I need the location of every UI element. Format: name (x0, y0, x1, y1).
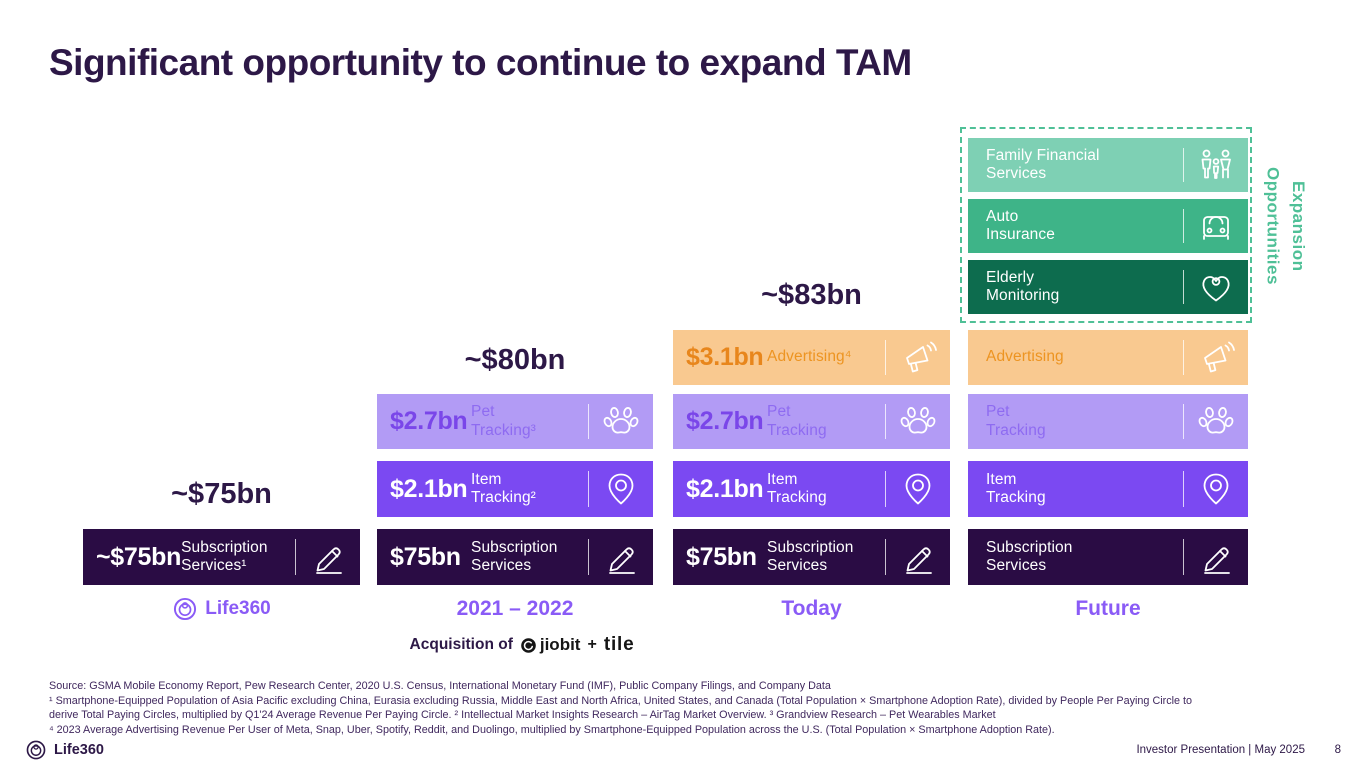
bar-item: Item Tracking (968, 461, 1248, 517)
bar-advertising: $3.1bn Advertising⁴ (673, 330, 950, 385)
bar-label: Pet Tracking (767, 403, 827, 439)
bar-divider (1183, 339, 1184, 376)
bar-value: $2.1bn (390, 474, 468, 503)
bar-divider (885, 471, 886, 507)
bar-value: $3.1bn (686, 343, 764, 371)
bar-label: Advertising⁴ (767, 348, 852, 366)
bar-family: Family Financial Services (968, 138, 1248, 192)
bar-divider (1183, 403, 1184, 440)
tile-wordmark: tile (603, 634, 635, 655)
bar-label: Family Financial Services (986, 146, 1100, 182)
bar-value: $2.7bn (390, 407, 468, 435)
bar-label: Subscription Services (986, 538, 1073, 574)
life360-footer-logo: Life360 (25, 739, 104, 761)
page-number: 8 (1334, 744, 1341, 756)
bar-auto: Auto Insurance (968, 199, 1248, 253)
footnotes: Source: GSMA Mobile Economy Report, Pew … (49, 679, 1319, 738)
bar-divider (1183, 269, 1184, 305)
bar-value: $75bn (390, 542, 461, 571)
bar-label: Subscription Services¹ (181, 538, 268, 574)
bar-label: Item Tracking (767, 470, 827, 506)
bar-divider (1183, 539, 1184, 575)
bar-label: Auto Insurance (986, 207, 1055, 243)
column-label: Future (1075, 597, 1141, 620)
paw-icon (589, 402, 653, 442)
bar-pet: $2.7bn Pet Tracking (673, 394, 950, 449)
bar-divider (1183, 471, 1184, 507)
bar-pet: $2.7bn Pet Tracking³ (377, 394, 653, 449)
pin-icon (589, 469, 653, 509)
pen-icon (1184, 537, 1248, 577)
footnote-line: Source: GSMA Mobile Economy Report, Pew … (49, 680, 831, 692)
life360-wordmark: Life360 (205, 598, 271, 619)
pen-icon (589, 537, 653, 577)
column-total: ~$80bn (464, 344, 566, 376)
footnote-line: ⁴ 2023 Average Advertising Revenue Per U… (49, 724, 1055, 737)
bar-label: Subscription Services (471, 538, 558, 574)
bar-label: Pet Tracking (986, 403, 1046, 439)
bar-subscription: $75bn Subscription Services (673, 529, 950, 585)
footnote-line: ¹ Smartphone-Equipped Population of Asia… (49, 694, 1193, 707)
paw-icon (1184, 402, 1248, 442)
acquisition-prefix: Acquisition of (409, 636, 513, 653)
bar-value: ~$75bn (96, 542, 182, 571)
bar-subscription: $75bn Subscription Services (377, 529, 653, 585)
jiobit-mark-icon (521, 637, 536, 653)
bar-label: Elderly Monitoring (986, 268, 1060, 304)
acquisition-note: Acquisition of jiobit + tile (377, 634, 667, 656)
bar-elderly: Elderly Monitoring (968, 260, 1248, 314)
expansion-opportunities-box (960, 127, 1252, 323)
bar-label: Item Tracking² (471, 470, 536, 506)
bar-label: Subscription Services (767, 538, 854, 574)
slide-footer: Life360 Investor Presentation | May 2025… (0, 736, 1365, 768)
bar-divider (1183, 208, 1184, 244)
bar-divider (885, 539, 886, 575)
paw-icon (886, 402, 950, 442)
jiobit-logo: jiobit (520, 635, 581, 655)
bar-value: $2.1bn (686, 474, 764, 503)
megaphone-icon (886, 338, 950, 378)
bar-subscription: ~$75bn Subscription Services¹ (83, 529, 360, 585)
heart-loop-icon (1184, 267, 1248, 307)
pen-icon (886, 537, 950, 577)
expansion-opportunities-label: Expansion Opportunities (1263, 167, 1309, 285)
bar-value: $2.7bn (686, 407, 764, 435)
footer-presentation-label: Investor Presentation | May 2025 (1136, 744, 1305, 756)
column-label: 2021 – 2022 (456, 597, 574, 620)
life360-mark-icon (26, 740, 46, 760)
bar-item: $2.1bn Item Tracking² (377, 461, 653, 517)
bar-divider (885, 403, 886, 440)
bar-pet: Pet Tracking (968, 394, 1248, 449)
column-total: ~$75bn (171, 478, 272, 510)
bar-divider (295, 539, 296, 575)
bar-label: Advertising (986, 348, 1064, 366)
footnote-line: derive Total Paying Circles, multiplied … (49, 709, 996, 722)
jiobit-wordmark: jiobit (539, 635, 581, 654)
bar-advertising: Advertising (968, 330, 1248, 385)
life360-footer-wordmark: Life360 (54, 742, 104, 758)
bar-divider (588, 539, 589, 575)
bar-value: $75bn (686, 542, 757, 571)
bar-divider (588, 403, 589, 440)
bar-subscription: Subscription Services (968, 529, 1248, 585)
plus-sign: + (587, 636, 597, 653)
pin-icon (886, 469, 950, 509)
family-icon (1184, 145, 1248, 185)
bar-divider (885, 339, 886, 376)
bar-label: Pet Tracking³ (471, 403, 536, 439)
bar-item: $2.1bn Item Tracking (673, 461, 950, 517)
page-title: Significant opportunity to continue to e… (49, 42, 912, 83)
pin-icon (1184, 469, 1248, 509)
column-label: Today (781, 597, 842, 620)
column-label-life360-logo: Life360 (83, 594, 360, 624)
bar-divider (588, 471, 589, 507)
column-total: ~$83bn (761, 279, 862, 311)
megaphone-icon (1184, 338, 1248, 378)
bar-divider (1183, 147, 1184, 183)
pen-icon (296, 537, 360, 577)
life360-mark-icon (174, 597, 197, 621)
car-icon (1184, 206, 1248, 246)
bar-label: Item Tracking (986, 470, 1046, 506)
